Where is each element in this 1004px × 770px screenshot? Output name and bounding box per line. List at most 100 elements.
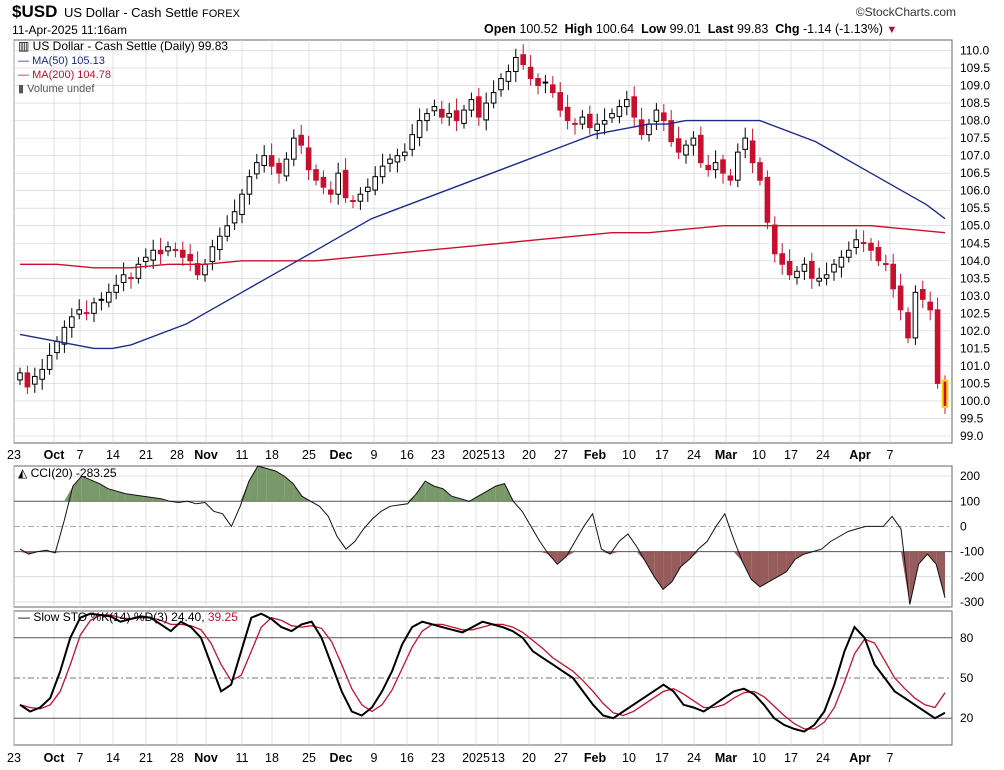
legend-sto-swatch: — [18,610,33,624]
cci-pos-fill-10 [108,488,117,502]
x-tick-bottom-12: 16 [400,751,414,765]
candle-body-108 [816,277,822,282]
candle-body-8 [76,309,82,315]
price-panel [17,44,949,414]
price-y-tick-20: 100.0 [960,394,990,408]
legend-sto-separator: , [201,610,208,624]
candle-body-31 [246,176,253,195]
candle-body-39 [305,147,312,171]
cci-pos-fill-13 [134,494,144,502]
candle-body-36 [283,158,290,177]
chart-header: $USD US Dollar - Cash Settle FOREX 11-Ap… [0,0,1004,40]
candle-body-23 [187,253,193,262]
cci-line [19,465,946,605]
candle-body-121 [912,291,919,339]
x-tick-top-8: 18 [265,448,279,462]
cci-neg-fill-83 [751,551,760,587]
candle-body-62 [476,96,482,118]
candle-body-72 [550,84,556,94]
price-y-tick-14: 103.0 [960,289,990,303]
candle-body-100 [757,162,763,181]
candle-body-22 [180,249,186,258]
cci-neg-fill-82 [742,551,752,580]
candle-body-113 [853,239,859,248]
price-y-tick-21: 99.5 [960,411,984,425]
candle-body-46 [357,193,364,202]
sto-y-tick-0: 80 [960,631,974,645]
cci-y-tick-5: -300 [960,595,984,609]
x-tick-top-11: 9 [371,448,378,462]
candle-body-58 [446,113,452,118]
cci-neg-fill-67 [610,551,620,555]
cci-pos-fill-9 [99,483,109,502]
candle-body-51 [394,155,401,163]
candle-body-99 [749,140,756,164]
x-tick-top-22: Mar [715,448,737,462]
panel-frames [13,39,953,746]
candle-body-41 [320,176,327,188]
candle-body-122 [920,289,926,300]
candle-body-11 [98,298,105,301]
legend-main: ▥ US Dollar - Cash Settle (Daily) 99.83 [18,39,228,53]
down-arrow-icon: ▼ [886,24,898,36]
cci-pos-fill-11 [116,491,126,502]
price-y-tick-17: 101.5 [960,341,990,355]
candle-body-50 [387,158,393,164]
cci-neg-fill-86 [777,551,787,577]
candle-body-34 [268,155,275,167]
price-y-tick-10: 105.0 [960,219,990,233]
cci-pos-fill-6 [72,476,82,502]
legend-cci: ◭ CCI(20) -283.25 [18,466,117,480]
price-y-tick-13: 103.5 [960,271,990,285]
candle-body-10 [91,302,97,314]
candle-body-14 [120,274,127,284]
candle-body-24 [194,263,201,276]
cci-neg-fill-61 [557,551,567,565]
price-y-tick-19: 100.5 [960,376,990,390]
candle-body-45 [350,199,356,202]
candle-body-92 [698,134,704,164]
gridlines [13,40,952,745]
cci-neg-fill-85 [768,551,778,582]
price-y-tick-8: 106.0 [960,184,990,198]
candle-body-95 [720,159,726,174]
cci-pos-fill-47 [434,486,443,502]
cci-neg-fill-87 [786,551,796,572]
cci-y-tick-1: 100 [960,494,980,508]
candle-body-120 [905,312,911,339]
candle-body-25 [202,263,208,276]
candle-body-54 [416,120,423,138]
cci-neg-fill-76 [689,551,699,560]
candle-body-55 [424,113,430,122]
x-tick-top-23: 10 [752,448,766,462]
candle-body-9 [83,312,90,315]
candle-body-105 [794,270,800,279]
candle-body-77 [587,113,593,129]
candle-body-20 [165,246,171,252]
candle-body-81 [616,106,623,117]
sto-y-tick-1: 50 [960,671,974,685]
x-tick-bottom-4: 21 [139,751,153,765]
candle-body-74 [564,106,571,122]
candle-body-49 [379,165,386,178]
candle-body-35 [276,162,282,174]
cci-neg-fill-101 [909,551,919,605]
candle-body-71 [542,81,549,84]
candle-body-117 [883,263,889,266]
candle-body-80 [609,113,615,119]
candle-body-101 [764,176,771,223]
candle-body-0 [17,372,23,381]
x-tick-top-25: 24 [816,448,830,462]
candle-body-56 [431,106,438,112]
x-tick-top-12: 16 [400,448,414,462]
x-tick-top-3: 14 [106,448,120,462]
candle-body-1 [24,372,31,388]
x-tick-top-1: Oct [44,448,66,462]
cci-pos-fill-46 [425,481,435,502]
candle-body-12 [106,291,112,303]
legend-ma50: — MA(50) 105.13 [18,55,105,67]
candle-body-123 [927,301,933,311]
candle-body-18 [150,249,156,261]
candle-body-76 [579,116,586,125]
